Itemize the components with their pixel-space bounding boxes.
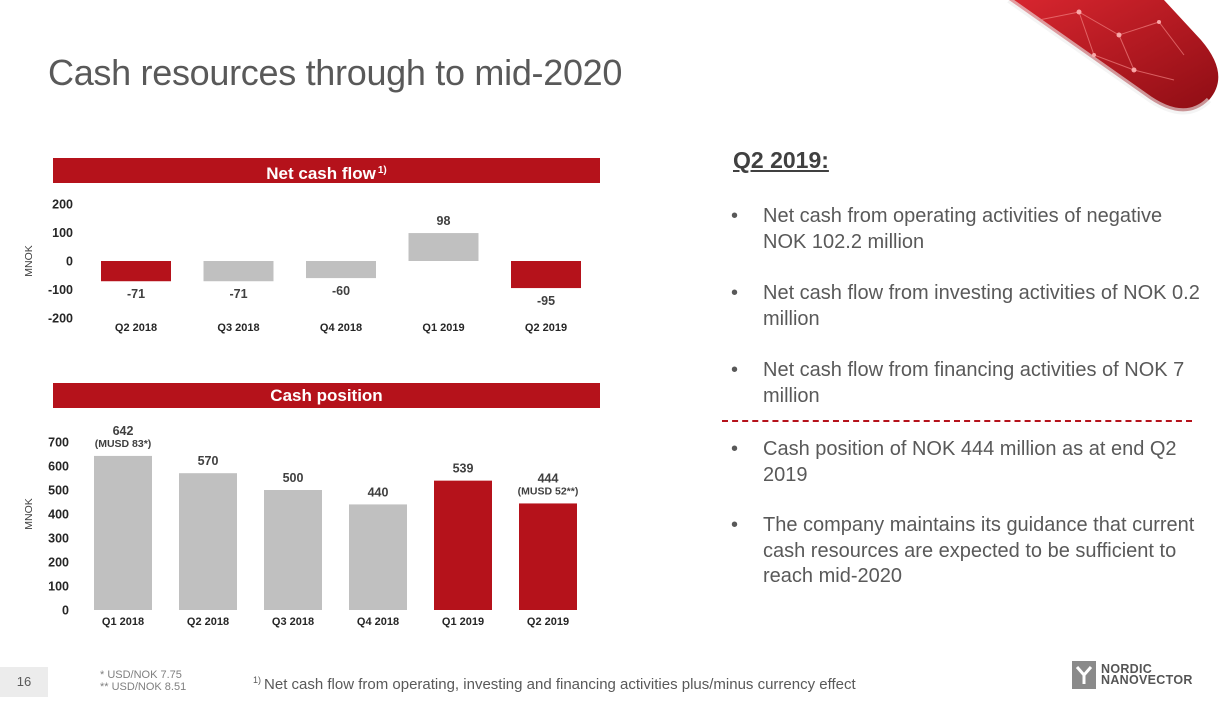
- x-tick-label: Q4 2018: [357, 616, 399, 628]
- y-tick-label: 0: [62, 604, 69, 618]
- y-tick-label: 100: [48, 580, 69, 594]
- x-tick-label: Q1 2019: [422, 322, 464, 334]
- summary-bullets-top: Net cash from operating activities of ne…: [731, 204, 1201, 435]
- bullet-financing: Net cash flow from financing activities …: [731, 358, 1201, 409]
- value-label: -95: [537, 294, 555, 308]
- cash-position-header: Cash position: [53, 383, 600, 408]
- net-cash-flow-footnote-mark: 1): [377, 165, 387, 176]
- y-tick-label: 200: [48, 556, 69, 570]
- logo-y-icon: [1072, 661, 1096, 689]
- y-tick-label: -200: [48, 312, 73, 326]
- bar-q3-2018: [264, 490, 322, 610]
- bullet-operating: Net cash from operating activities of ne…: [731, 204, 1201, 255]
- y-tick-label: 700: [48, 436, 69, 450]
- footnote: 1) Net cash flow from operating, investin…: [253, 675, 856, 693]
- logo-line-2: NANOVECTOR: [1101, 673, 1193, 687]
- x-tick-label: Q2 2019: [525, 322, 567, 334]
- footnote-mark: 1): [253, 675, 262, 685]
- net-cash-flow-header: Net cash flow 1): [53, 158, 600, 183]
- value-label: -60: [332, 284, 350, 298]
- value-label: 500: [283, 471, 304, 485]
- y-tick-label: 400: [48, 508, 69, 522]
- fx-note-usd-nok-1: * USD/NOK 7.75: [100, 669, 182, 681]
- bar-q2-2019: [511, 261, 581, 289]
- value-label: -71: [127, 287, 145, 301]
- company-logo: NORDIC NANOVECTOR: [1072, 660, 1193, 690]
- fx-note-usd-nok-2: ** USD/NOK 8.51: [100, 681, 187, 693]
- x-tick-label: Q1 2018: [102, 616, 144, 628]
- summary-heading: Q2 2019:: [733, 147, 829, 173]
- x-tick-label: Q2 2018: [187, 616, 229, 628]
- corner-decoration: [1007, 0, 1219, 115]
- page-number: 16: [0, 667, 48, 697]
- bar-q3-2018: [203, 261, 274, 282]
- x-tick-label: Q4 2018: [320, 322, 362, 334]
- value-label: 98: [437, 214, 451, 228]
- y-tick-label: 100: [52, 226, 73, 240]
- x-tick-label: Q3 2018: [217, 322, 259, 334]
- cash-position-chart: MNOK 700 600 500 400 300 200 100 0 642(MUSD 83*) Q…: [23, 424, 579, 628]
- bar-q2-2019: [519, 503, 577, 610]
- bar-q2-2018: [179, 473, 237, 610]
- dashed-divider: [722, 420, 1192, 422]
- net-cash-flow-chart: MNOK 200 100 0 -100 -200 -71 Q2 2018 -71 Q3 2018 -…: [23, 198, 581, 334]
- value-label: -71: [229, 287, 247, 301]
- value-label: 570: [198, 454, 219, 468]
- bar-q1-2019: [434, 480, 492, 610]
- x-tick-label: Q2 2019: [527, 616, 569, 628]
- value-label: 642: [113, 424, 134, 438]
- bar-q2-2018: [101, 261, 171, 282]
- bar-q1-2018: [94, 455, 152, 610]
- bullet-investing: Net cash flow from investing activities …: [731, 281, 1201, 332]
- y-tick-label: 0: [66, 255, 73, 269]
- bullet-guidance: The company maintains its guidance that …: [731, 513, 1201, 590]
- net-cash-flow-title: Net cash flow: [266, 164, 376, 183]
- bar-q1-2019: [408, 233, 479, 261]
- value-sublabel: (MUSD 52**): [518, 485, 579, 497]
- x-tick-label: Q3 2018: [272, 616, 314, 628]
- fx-notes: * USD/NOK 7.75 ** USD/NOK 8.51: [100, 669, 186, 693]
- value-label: 444: [538, 471, 559, 485]
- y-tick-label: 500: [48, 484, 69, 498]
- slide-title: Cash resources through to mid-2020: [48, 52, 623, 93]
- logo-line-1: NORDIC: [1101, 662, 1153, 676]
- bullet-cash-position: Cash position of NOK 444 million as at e…: [731, 437, 1201, 488]
- y-tick-label: 600: [48, 460, 69, 474]
- y-tick-label: -100: [48, 283, 73, 297]
- y-axis-label: MNOK: [23, 245, 35, 277]
- y-tick-label: 200: [52, 198, 73, 212]
- footnote-text: Net cash flow from operating, investing …: [264, 676, 856, 693]
- x-tick-label: Q2 2018: [115, 322, 157, 334]
- x-tick-label: Q1 2019: [442, 616, 484, 628]
- value-sublabel: (MUSD 83*): [95, 438, 152, 450]
- y-axis-label: MNOK: [23, 498, 35, 530]
- y-tick-label: 300: [48, 532, 69, 546]
- value-label: 539: [453, 462, 474, 476]
- bar-q4-2018: [349, 504, 407, 610]
- summary-bullets-bottom: Cash position of NOK 444 million as at e…: [731, 437, 1201, 615]
- value-label: 440: [368, 485, 389, 499]
- cash-position-title: Cash position: [270, 386, 383, 405]
- bar-q4-2018: [306, 261, 376, 279]
